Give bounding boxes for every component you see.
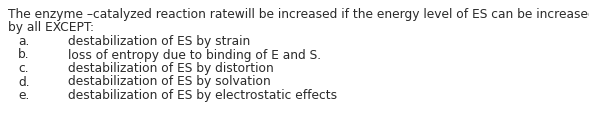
- Text: destabilization of ES by distortion: destabilization of ES by distortion: [68, 62, 274, 75]
- Text: a.: a.: [18, 35, 29, 48]
- Text: e.: e.: [18, 89, 29, 102]
- Text: destabilization of ES by electrostatic effects: destabilization of ES by electrostatic e…: [68, 89, 337, 102]
- Text: by all EXCEPT:: by all EXCEPT:: [8, 21, 94, 34]
- Text: The enzyme –catalyzed reaction ratewill be increased if the energy level of ES c: The enzyme –catalyzed reaction ratewill …: [8, 8, 589, 21]
- Text: loss of entropy due to binding of E and S.: loss of entropy due to binding of E and …: [68, 48, 321, 61]
- Text: destabilization of ES by solvation: destabilization of ES by solvation: [68, 75, 271, 89]
- Text: b.: b.: [18, 48, 29, 61]
- Text: d.: d.: [18, 75, 29, 89]
- Text: destabilization of ES by strain: destabilization of ES by strain: [68, 35, 250, 48]
- Text: c.: c.: [18, 62, 29, 75]
